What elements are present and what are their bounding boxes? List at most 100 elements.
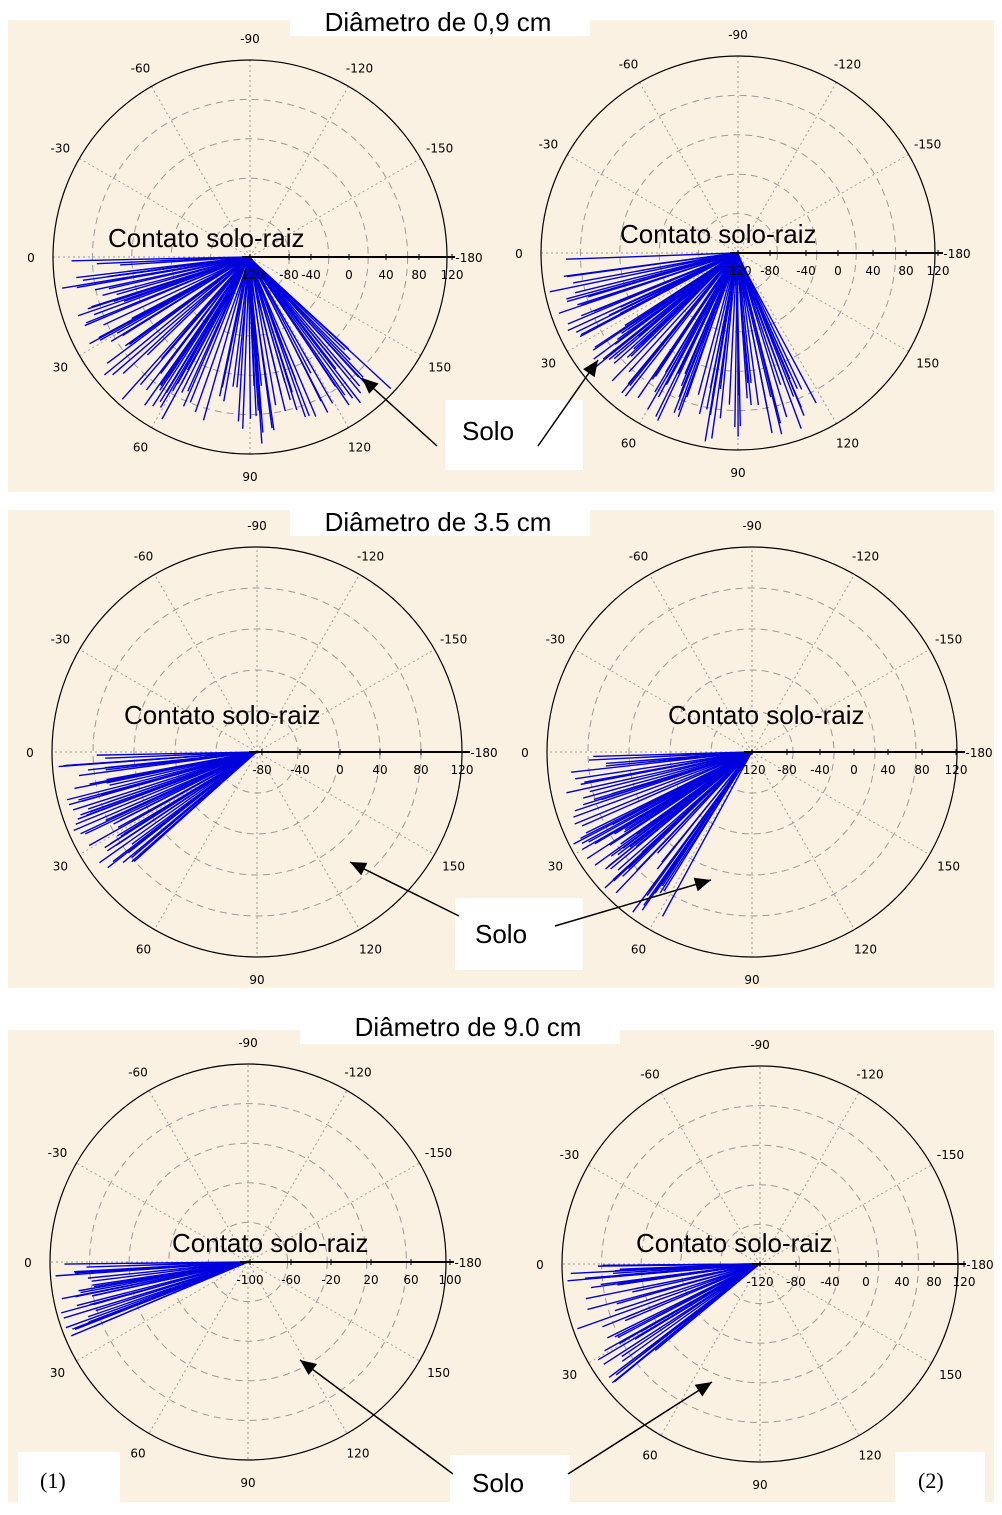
vector-line: [608, 1263, 760, 1378]
angle-tick-label: 0: [27, 251, 35, 265]
grid-spoke: [256, 574, 360, 753]
vector-line: [74, 1261, 247, 1274]
vector-line: [221, 256, 251, 388]
polar-chart-4: -120 -80 -40 0 40 80 120 0 -30 -60 -90 -120 -150 -180…: [521, 519, 992, 987]
vector-line: [580, 252, 738, 307]
vector-line: [189, 256, 250, 403]
vector-line: [680, 252, 738, 392]
radial-tick-label: 80: [914, 763, 929, 777]
title-diametro-0-9: Diâmetro de 0,9 cm: [324, 7, 552, 37]
title-box-3: [300, 1008, 620, 1044]
radial-tick-label: -40: [796, 264, 816, 278]
vector-line: [146, 256, 250, 356]
vector-line: [736, 252, 752, 383]
vector-line: [736, 252, 749, 383]
grid-spoke: [148, 1261, 249, 1434]
vector-line: [563, 252, 738, 278]
angle-tick-label: -180: [455, 251, 482, 265]
polar-chart-2: -120 -80 -40 0 40 80 120 0 -30 -60 -90 -120 -150 -180…: [515, 28, 970, 480]
solo-arrow-head: [693, 877, 711, 892]
angle-tick-label: 150: [428, 361, 451, 375]
angle-tick-label: -30: [48, 1146, 68, 1160]
angle-tick-label: -60: [131, 61, 151, 75]
vector-line: [735, 252, 769, 412]
radial-tick-label: 40: [880, 763, 895, 777]
vector-line: [677, 252, 739, 374]
vector-line: [66, 751, 256, 801]
vector-line: [640, 252, 737, 345]
grid-spoke: [256, 649, 435, 753]
vector-line: [248, 256, 322, 402]
solo-label: Solo: [472, 1468, 524, 1498]
radial-tick-label: -40: [301, 268, 321, 282]
solo-arrow-line: [361, 377, 438, 447]
vector-line: [61, 1261, 248, 1314]
vector-line: [80, 1261, 247, 1294]
grid-spoke: [751, 751, 930, 855]
vector-line: [74, 751, 256, 790]
vector-line: [575, 751, 752, 780]
angle-tick-label: -30: [51, 633, 71, 647]
annotation-contato: Contato solo-raiz: [620, 219, 817, 249]
radial-tick-label: -40: [810, 763, 830, 777]
vector-line: [87, 751, 256, 810]
angle-tick-label: -120: [357, 549, 384, 563]
polar-chart-5: -100 -60 -20 20 60 100 0 -30 -60 -90 -120 -150 -180 1…: [24, 1036, 481, 1490]
vector-line: [106, 256, 251, 364]
vector-line: [597, 1263, 761, 1361]
title-diametro-3-5: Diâmetro de 3.5 cm: [324, 507, 552, 537]
vector-line: [232, 256, 251, 387]
radial-tick-label: -100: [236, 1273, 263, 1287]
vector-line: [58, 751, 256, 768]
grid-spoke: [76, 1162, 249, 1263]
vector-line: [659, 751, 752, 887]
angle-tick-label: 150: [937, 860, 960, 874]
angle-tick-label: -60: [629, 549, 649, 563]
vector-line: [577, 1263, 760, 1330]
vector-line: [247, 256, 255, 387]
angle-tick-label: -150: [426, 142, 453, 156]
solo-box-3: [450, 1455, 570, 1510]
grid-spoke: [247, 1090, 348, 1263]
vector-line: [735, 252, 817, 404]
angle-tick-label: -90: [728, 28, 748, 42]
vector-line: [624, 252, 738, 397]
grid-spoke: [256, 751, 435, 855]
grid-spoke: [154, 574, 258, 753]
radial-tick-label: 0: [336, 763, 344, 777]
panel-label-box-2: [895, 1452, 985, 1504]
vector-line: [567, 1263, 760, 1282]
solo-label: Solo: [462, 416, 514, 446]
angle-tick-label: -90: [240, 32, 260, 46]
angle-tick-label: -150: [440, 633, 467, 647]
angle-tick-label: -180: [470, 746, 497, 760]
vector-line: [110, 256, 249, 342]
vector-line: [610, 751, 752, 870]
grid-spoke: [256, 751, 360, 930]
solo-arrow-head: [583, 360, 598, 378]
vector-line: [108, 256, 249, 290]
solo-annotation-2: Solo: [349, 861, 712, 949]
title-diametro-9-0: Diâmetro de 9.0 cm: [354, 1012, 582, 1042]
grid-spoke: [588, 1263, 761, 1364]
vector-line: [96, 751, 256, 756]
vector-line: [115, 751, 257, 846]
vector-line: [248, 256, 346, 396]
angle-tick-label: 120: [854, 943, 877, 957]
vector-line: [613, 252, 737, 360]
vector-line: [77, 256, 250, 317]
vector-series: [55, 1261, 249, 1337]
angle-tick-label: 120: [347, 1447, 370, 1461]
angle-tick-label: -90: [742, 519, 762, 533]
panel-label-2: (2): [918, 1468, 944, 1493]
vector-line: [167, 256, 250, 378]
vector-line: [737, 252, 795, 397]
grid-spoke: [660, 1263, 761, 1436]
angle-tick-label: 150: [442, 860, 465, 874]
angle-tick-label: 30: [53, 361, 68, 375]
vector-line: [248, 256, 371, 389]
angle-tick-label: -120: [834, 57, 861, 71]
angle-tick-label: 0: [26, 746, 34, 760]
vector-line: [648, 751, 752, 892]
angle-tick-label: -60: [619, 57, 639, 71]
